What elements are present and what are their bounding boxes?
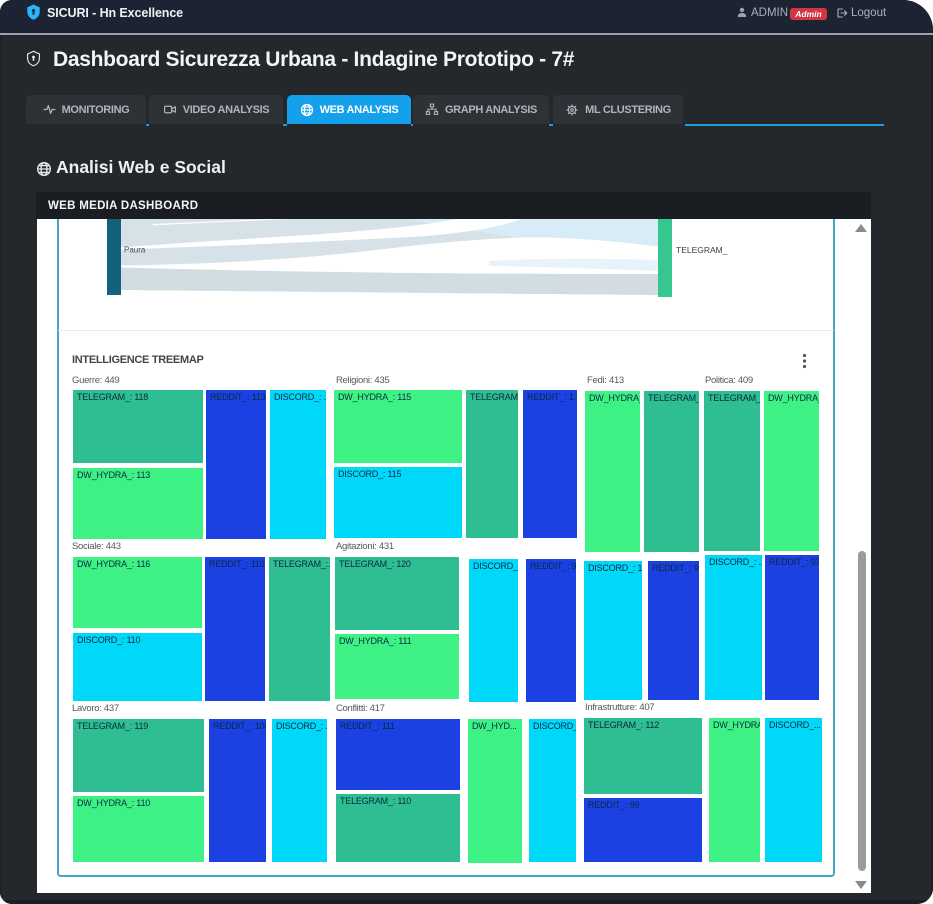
svg-text:Paura: Paura: [124, 246, 146, 255]
svg-text:TELEGRAM_: TELEGRAM_: [676, 245, 728, 255]
